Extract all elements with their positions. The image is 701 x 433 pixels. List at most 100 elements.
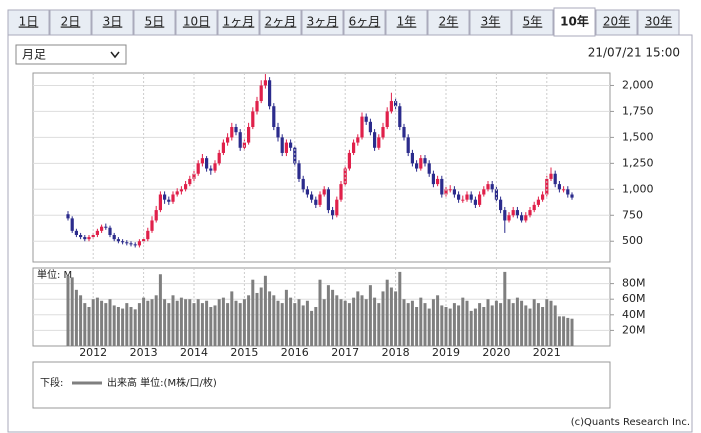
volume-bar bbox=[331, 289, 335, 346]
volume-bar bbox=[158, 274, 162, 346]
volume-bar bbox=[259, 287, 263, 346]
volume-bar bbox=[465, 300, 469, 346]
x-tick-label: 2012 bbox=[79, 346, 107, 359]
candle-body bbox=[79, 235, 83, 238]
tab-label[interactable]: 5年 bbox=[523, 15, 543, 29]
tab-label[interactable]: 2ヶ月 bbox=[265, 15, 297, 29]
tab[interactable] bbox=[553, 7, 596, 37]
candle-body bbox=[331, 210, 335, 216]
tab-label[interactable]: 3ヶ月 bbox=[307, 15, 339, 29]
candle-body bbox=[398, 106, 402, 127]
tab-label[interactable]: 2日 bbox=[61, 15, 81, 29]
tab[interactable] bbox=[511, 9, 554, 36]
y-tick-label: 1,500 bbox=[622, 130, 654, 143]
candle-body bbox=[146, 230, 150, 240]
tab-label[interactable]: 10年 bbox=[560, 14, 589, 29]
tab-label[interactable]: 1年 bbox=[397, 15, 417, 29]
volume-bar bbox=[171, 295, 175, 346]
volume-bar bbox=[515, 297, 519, 346]
candle-body bbox=[566, 189, 570, 195]
candle-body bbox=[473, 199, 477, 205]
tab-label[interactable]: 1ヶ月 bbox=[223, 15, 255, 29]
candle-body bbox=[200, 158, 204, 164]
candle-body bbox=[87, 237, 91, 240]
x-tick-label: 2016 bbox=[281, 346, 309, 359]
tab-label[interactable]: 3年 bbox=[481, 15, 501, 29]
volume-bar bbox=[398, 271, 402, 346]
volume-bar bbox=[175, 300, 179, 346]
x-tick-label: 2021 bbox=[533, 346, 561, 359]
candle-body bbox=[255, 101, 259, 112]
tab[interactable] bbox=[175, 9, 218, 36]
tab[interactable] bbox=[637, 9, 680, 36]
volume-bar bbox=[301, 305, 305, 346]
volume-bar bbox=[188, 299, 192, 346]
tab-label[interactable]: 2年 bbox=[439, 15, 459, 29]
volume-bar bbox=[549, 300, 553, 346]
volume-bar bbox=[213, 305, 217, 346]
tab-label[interactable]: 1日 bbox=[19, 15, 39, 29]
x-tick-label: 2014 bbox=[180, 346, 208, 359]
candle-body bbox=[465, 194, 469, 200]
period-dropdown[interactable] bbox=[15, 44, 127, 65]
candle-body bbox=[112, 235, 116, 240]
volume-bar bbox=[394, 291, 398, 346]
volume-bar bbox=[444, 307, 448, 346]
tab[interactable] bbox=[133, 9, 176, 36]
candle-body bbox=[515, 210, 519, 216]
candle-body bbox=[259, 85, 263, 102]
tab[interactable] bbox=[595, 9, 638, 36]
candle-body bbox=[226, 137, 230, 143]
volume-bar bbox=[305, 300, 309, 346]
volume-bar bbox=[427, 308, 431, 346]
tab-label[interactable]: 10日 bbox=[183, 15, 210, 29]
candle-body bbox=[276, 127, 280, 138]
volume-bar bbox=[494, 300, 498, 346]
period-select[interactable]: 月足 bbox=[22, 48, 46, 62]
tab[interactable] bbox=[469, 9, 512, 36]
volume-bar bbox=[87, 307, 91, 346]
volume-bar bbox=[410, 300, 414, 346]
volume-bar bbox=[184, 299, 188, 346]
candle-body bbox=[133, 244, 137, 246]
volume-bar bbox=[364, 299, 368, 346]
tab[interactable] bbox=[91, 9, 134, 36]
tab-label[interactable]: 20年 bbox=[603, 15, 630, 29]
tab[interactable] bbox=[385, 9, 428, 36]
dropdown-arrow bbox=[110, 51, 120, 59]
candle-body bbox=[310, 194, 314, 200]
candle-body bbox=[171, 194, 175, 202]
candle-body bbox=[163, 194, 167, 200]
tab-label[interactable]: 30年 bbox=[645, 15, 672, 29]
volume-bar bbox=[326, 285, 330, 346]
volume-bar bbox=[528, 308, 532, 346]
volume-bar bbox=[532, 299, 536, 346]
x-tick-label: 2017 bbox=[331, 346, 359, 359]
tab[interactable] bbox=[259, 9, 302, 36]
candle-body bbox=[293, 147, 297, 164]
tab[interactable] bbox=[7, 9, 50, 36]
tab[interactable] bbox=[301, 9, 344, 36]
volume-bar bbox=[335, 295, 339, 346]
tab-label[interactable]: 3日 bbox=[103, 15, 123, 29]
volume-bar bbox=[339, 299, 343, 346]
tab-label[interactable]: 5日 bbox=[145, 15, 165, 29]
tab[interactable] bbox=[427, 9, 470, 36]
candle-body bbox=[272, 106, 276, 127]
candle-body bbox=[263, 80, 267, 86]
tab[interactable] bbox=[49, 9, 92, 36]
candle-body bbox=[167, 199, 171, 202]
candle-body bbox=[524, 215, 528, 221]
candle-body bbox=[238, 132, 242, 148]
volume-bar bbox=[461, 297, 465, 346]
candle-body bbox=[326, 189, 330, 211]
tab[interactable] bbox=[343, 9, 386, 36]
volume-bar bbox=[402, 299, 406, 346]
volume-bar bbox=[163, 299, 167, 346]
volume-bar bbox=[104, 303, 108, 346]
tab-label[interactable]: 6ヶ月 bbox=[349, 15, 381, 29]
volume-bar bbox=[293, 303, 297, 346]
volume-bar bbox=[205, 300, 209, 346]
tab[interactable] bbox=[217, 9, 260, 36]
volume-bar bbox=[234, 300, 238, 346]
